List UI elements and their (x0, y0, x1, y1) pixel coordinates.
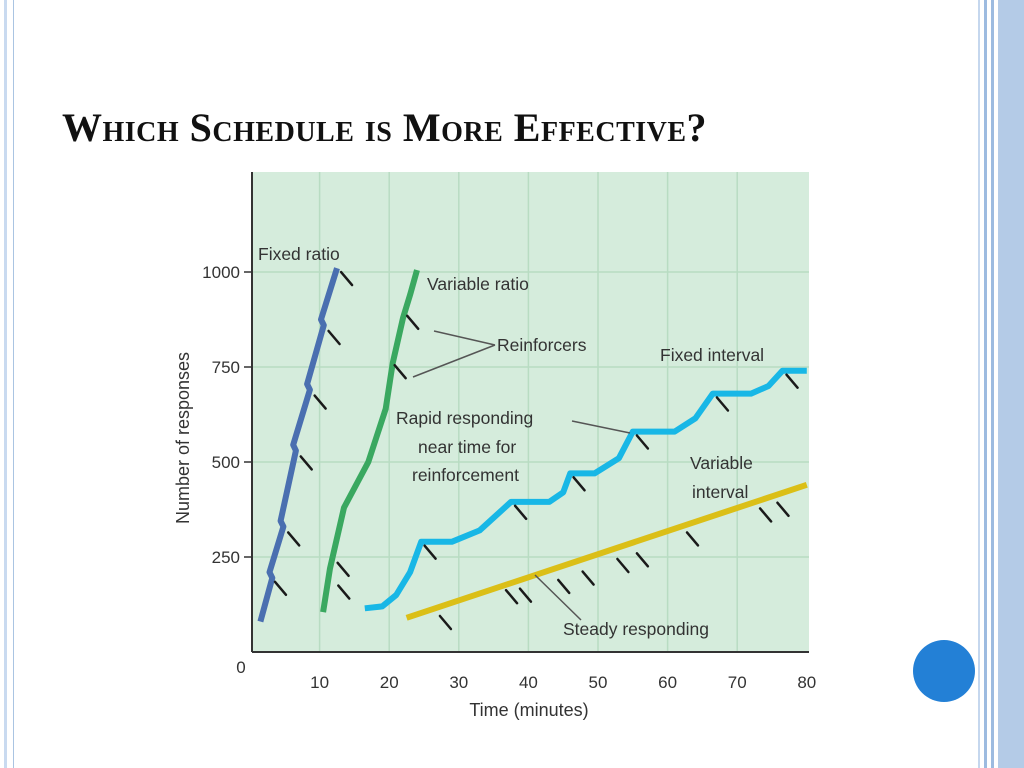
slide-title: Which Schedule is More Effective? (62, 105, 708, 150)
reinforcer-mark-fixed-ratio-0 (273, 580, 288, 597)
series-label-fixed-ratio: Fixed ratio (258, 244, 340, 264)
axes (244, 172, 809, 653)
y-tick-label-500: 500 (212, 453, 240, 472)
reinforcer-mark-variable-interval-4 (581, 570, 595, 586)
x-tick-label-10: 10 (310, 673, 329, 692)
annotation-steady-responding: Steady responding (563, 619, 709, 639)
y-tick-label-750: 750 (212, 358, 240, 377)
annotation-leaders (412, 330, 631, 621)
series-line-variable-ratio (320, 269, 420, 613)
series-line-fixed-ratio (257, 267, 340, 623)
reinforcer-mark-fixed-ratio-1 (286, 531, 301, 547)
reinforcer-mark-variable-ratio-0 (336, 561, 350, 578)
y-tick-label-1000: 1000 (202, 263, 240, 282)
annotation-rapid-responding-line1: Rapid responding (396, 408, 533, 428)
annotation-rapid-responding-line2: near time for (418, 437, 516, 457)
annotation-reinforcers: Reinforcers (497, 335, 587, 355)
reinforcer-mark-fixed-interval-4 (715, 396, 730, 412)
reinforcer-mark-variable-ratio-3 (405, 314, 420, 331)
reinforcer-mark-fixed-ratio-5 (339, 270, 354, 287)
reinforcer-mark-variable-ratio-1 (337, 584, 351, 600)
reinforcer-mark-variable-interval-0 (438, 614, 453, 631)
origin-tick-label: 0 (236, 658, 245, 677)
chart-labels: Time (minutes) Number of responses Fixed… (173, 244, 764, 720)
series-label-fixed-interval: Fixed interval (660, 345, 764, 365)
reinforcer-mark-fixed-interval-0 (423, 544, 437, 560)
next-slide-button[interactable] (913, 640, 975, 702)
reinforcer-mark-fixed-interval-5 (785, 373, 799, 389)
x-tick-label-40: 40 (519, 673, 538, 692)
series-group (257, 267, 808, 623)
reinforcer-marks (273, 270, 799, 631)
leader-rapid-responding (571, 420, 631, 434)
x-tick-label-30: 30 (449, 673, 468, 692)
x-tick-label-80: 80 (797, 673, 816, 692)
series-line-fixed-interval (364, 367, 807, 612)
series-label-variable-ratio: Variable ratio (427, 274, 529, 294)
reinforcer-mark-fixed-interval-3 (635, 434, 650, 450)
x-tick-label-70: 70 (728, 673, 747, 692)
reinforcer-mark-fixed-ratio-4 (327, 329, 341, 346)
reinforcer-mark-fixed-ratio-2 (299, 455, 313, 471)
y-axis-title: Number of responses (173, 352, 193, 524)
annotation-rapid-responding-line3: reinforcement (412, 465, 519, 485)
reinforcer-mark-variable-interval-9 (776, 501, 790, 518)
reinforcer-mark-fixed-ratio-3 (313, 394, 327, 410)
reinforcer-mark-variable-interval-3 (556, 578, 571, 595)
slide-right-border (978, 0, 1024, 768)
reinforcer-mark-variable-interval-5 (616, 557, 630, 574)
leader-steady-responding (534, 574, 582, 621)
slide-left-border (0, 0, 14, 768)
x-tick-label-60: 60 (658, 673, 677, 692)
reinforcer-mark-fixed-interval-2 (572, 476, 586, 492)
x-tick-label-20: 20 (380, 673, 399, 692)
y-tick-label-250: 250 (212, 548, 240, 567)
reinforcer-mark-variable-interval-8 (758, 507, 773, 523)
leader-reinforcers (412, 330, 496, 378)
series-label-variable-interval-line2: interval (692, 482, 748, 502)
x-axis-title: Time (minutes) (469, 700, 588, 720)
reinforcer-mark-variable-interval-7 (685, 531, 700, 547)
reinforcer-mark-fixed-interval-1 (513, 504, 528, 521)
x-tick-label-50: 50 (589, 673, 608, 692)
reinforcer-mark-variable-interval-2 (518, 587, 533, 603)
series-label-variable-interval-line1: Variable (690, 453, 753, 473)
series-line-variable-interval (405, 481, 808, 621)
gridlines (252, 172, 809, 652)
reinforcer-mark-variable-interval-6 (635, 552, 650, 568)
reinforcer-mark-variable-ratio-2 (393, 363, 407, 380)
tick-labels: 10 20 30 40 50 60 70 80 250 500 750 1000 0 (202, 263, 816, 692)
reinforcer-mark-variable-interval-1 (504, 588, 519, 605)
